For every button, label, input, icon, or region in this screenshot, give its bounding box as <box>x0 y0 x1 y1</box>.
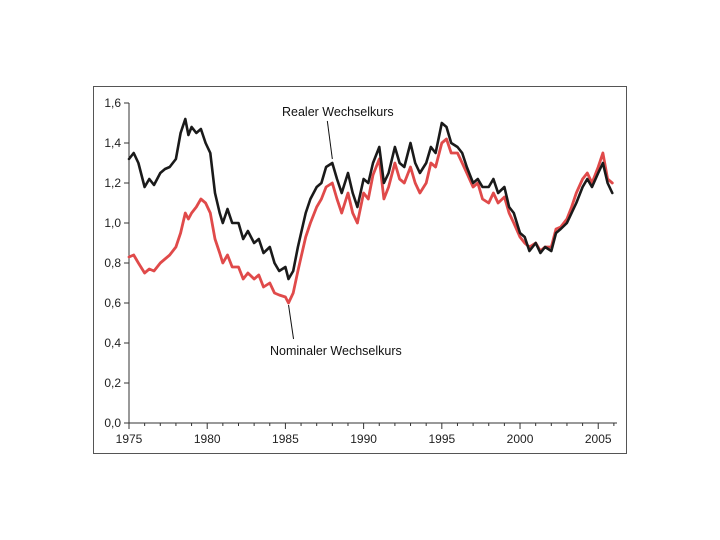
x-tick-label: 1975 <box>116 432 143 446</box>
x-tick-label: 2000 <box>507 432 534 446</box>
exchange-rate-chart: 0,0 0,2 0,4 0,6 0,8 1,0 1,2 1,4 1,6 1975 1980 1985 1… <box>104 96 617 446</box>
x-tick-label: 1985 <box>272 432 299 446</box>
y-tick-label: 1,2 <box>104 176 121 190</box>
annotation-nominal-label: Nominaler Wechselkurs <box>270 344 402 358</box>
y-tick-label: 0,6 <box>104 296 121 310</box>
annotation-leader-real <box>326 120 333 160</box>
x-tick-label: 2005 <box>585 432 612 446</box>
x-tick-label: 1990 <box>350 432 377 446</box>
annotation-leader-nominal <box>288 304 295 340</box>
series-line-nominal <box>127 137 614 305</box>
y-tick-label: 1,0 <box>104 216 121 230</box>
x-tick-label: 1995 <box>428 432 455 446</box>
annotation-real-label: Realer Wechselkurs <box>282 105 394 119</box>
y-tick-label: 1,4 <box>104 136 121 150</box>
y-tick-label: 0,4 <box>104 336 121 350</box>
y-tick-label: 0,8 <box>104 256 121 270</box>
x-tick-label: 1980 <box>194 432 221 446</box>
y-tick-label: 0,0 <box>104 416 121 430</box>
series-line-real <box>127 117 614 281</box>
chart-frame: 0,0 0,2 0,4 0,6 0,8 1,0 1,2 1,4 1,6 1975 1980 1985 1… <box>93 86 627 454</box>
y-tick-label: 0,2 <box>104 376 121 390</box>
y-tick-label: 1,6 <box>104 96 121 110</box>
